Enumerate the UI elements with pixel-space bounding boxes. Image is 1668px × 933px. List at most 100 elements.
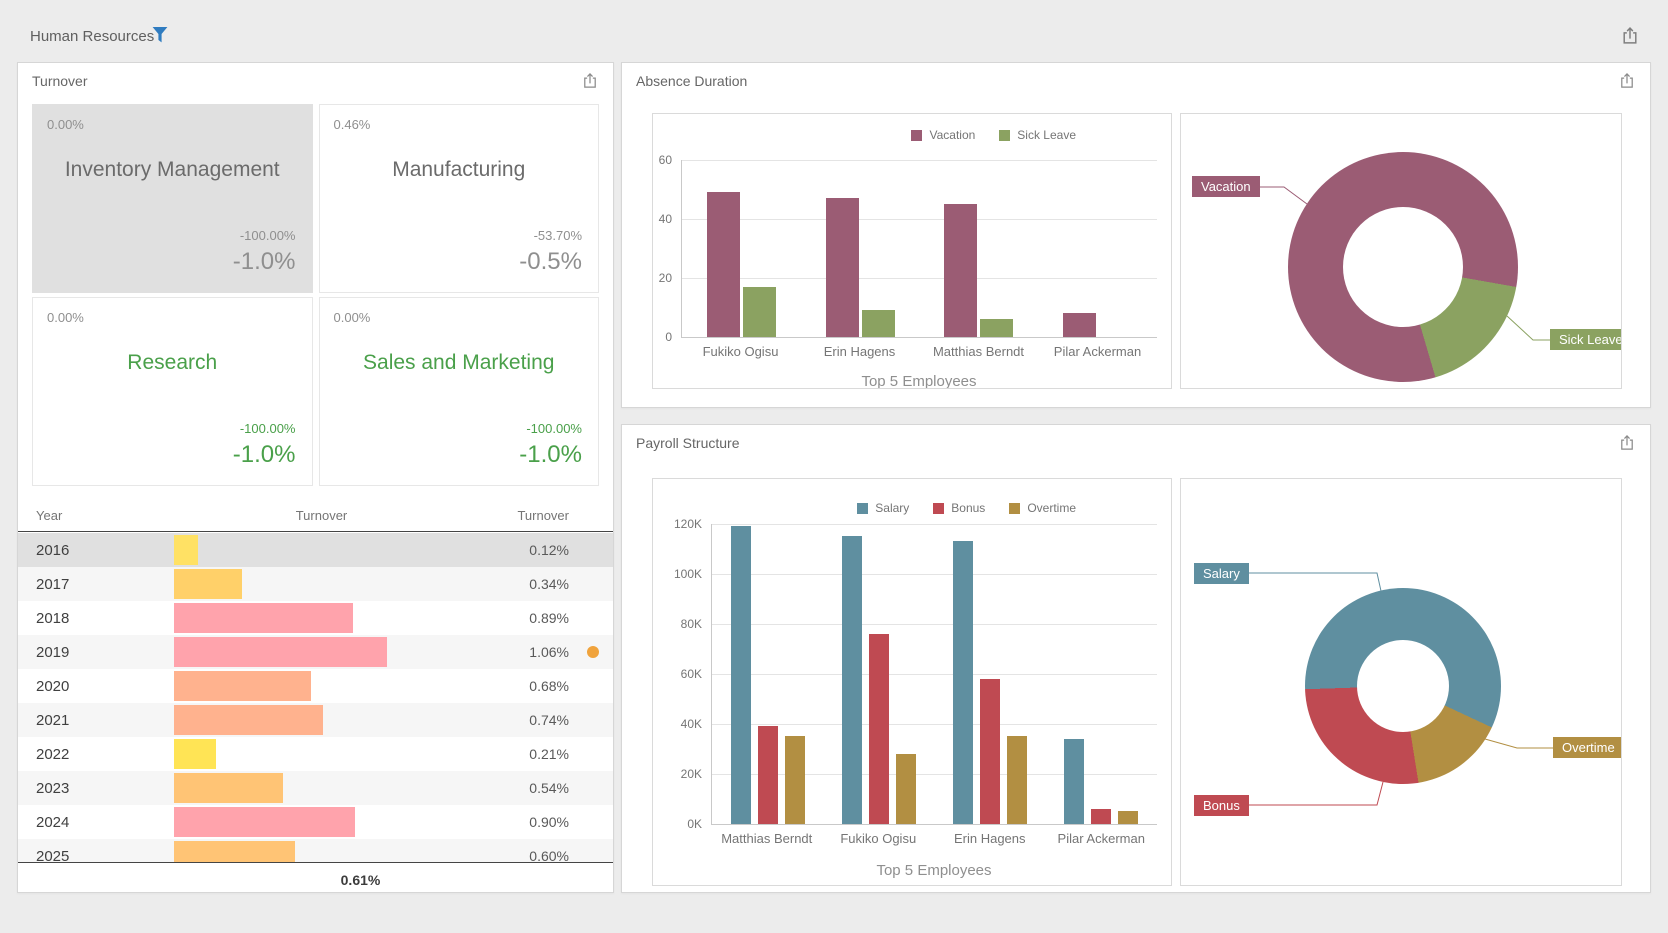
gridline <box>712 674 1157 675</box>
bar[interactable] <box>944 204 978 337</box>
bar[interactable] <box>953 541 974 824</box>
y-axis-line <box>681 160 682 337</box>
bar[interactable] <box>980 319 1014 337</box>
donut-hole <box>1343 207 1463 327</box>
gridline <box>712 624 1157 625</box>
legend-item[interactable]: Overtime <box>1009 501 1076 515</box>
bar[interactable] <box>757 726 778 824</box>
bar[interactable] <box>1091 809 1112 824</box>
table-row[interactable]: 2025 0.60% <box>18 839 613 862</box>
legend-item[interactable]: Sick Leave <box>999 128 1076 142</box>
table-row[interactable]: 2016 0.12% <box>18 533 613 567</box>
gridline <box>682 160 1157 161</box>
legend-item[interactable]: Salary <box>857 501 909 515</box>
table-row[interactable]: 2024 0.90% <box>18 805 613 839</box>
x-category-label: Erin Hagens <box>953 831 1026 846</box>
kpi-card[interactable]: 0.00% Research -100.00% -1.0% <box>32 297 313 486</box>
table-row[interactable]: 2018 0.89% <box>18 601 613 635</box>
legend-item[interactable]: Vacation <box>911 128 975 142</box>
bar[interactable] <box>1118 811 1139 824</box>
bar[interactable] <box>1063 313 1097 337</box>
turnover-bar-cell <box>174 533 469 567</box>
legend-item[interactable]: Bonus <box>933 501 985 515</box>
kpi-change-percent: -100.00% <box>526 421 582 436</box>
overtime-swatch <box>1009 502 1021 514</box>
kpi-change-value: -1.0% <box>232 248 296 275</box>
chart-legend: Salary Bonus Overtime <box>857 501 1076 515</box>
y-tick-label: 0K <box>687 817 702 831</box>
table-row[interactable]: 2019 1.06% <box>18 635 613 669</box>
x-category-label: Fukiko Ogisu <box>702 344 779 359</box>
y-tick-label: 40K <box>680 717 702 731</box>
slice-label-salary: Salary <box>1194 563 1249 584</box>
kpi-card[interactable]: 0.00% Sales and Marketing -100.00% -1.0% <box>318 297 599 486</box>
bar[interactable] <box>784 736 805 824</box>
table-row[interactable]: 2017 0.34% <box>18 567 613 601</box>
kpi-delta-block: -100.00% -1.0% <box>233 421 296 469</box>
marker-slot <box>569 703 613 737</box>
marker-slot <box>569 601 613 635</box>
kpi-delta-block: -100.00% -1.0% <box>519 421 582 469</box>
kpi-current-value: 0.00% <box>47 117 84 132</box>
year-cell: 2017 <box>36 575 70 593</box>
bar-group <box>801 160 920 337</box>
table-row[interactable]: 2023 0.54% <box>18 771 613 805</box>
column-header-turnover-value[interactable]: Turnover <box>517 507 569 523</box>
year-cell: 2018 <box>36 609 70 627</box>
payroll-export-icon[interactable] <box>1618 434 1638 454</box>
bar[interactable] <box>825 198 859 337</box>
slice-label-sick-leave: Sick Leave <box>1550 329 1621 350</box>
x-category-label: Matthias Berndt <box>932 344 1025 359</box>
y-axis-line <box>711 524 712 824</box>
column-header-turnover-bar[interactable]: Turnover <box>295 507 348 523</box>
turnover-value-cell: 0.60% <box>529 848 569 862</box>
bar[interactable] <box>1007 736 1028 824</box>
bar-group <box>823 524 934 824</box>
table-row[interactable]: 2022 0.21% <box>18 737 613 771</box>
payroll-panel-title: Payroll Structure <box>636 435 740 451</box>
turnover-export-icon[interactable] <box>581 72 601 92</box>
turnover-value-cell: 1.06% <box>529 644 569 660</box>
x-category-label: Pilar Ackerman <box>1057 831 1145 846</box>
y-tick-label: 60 <box>658 153 672 167</box>
table-total: 0.61% <box>18 862 613 894</box>
column-header-year[interactable]: Year <box>36 507 63 523</box>
bar[interactable] <box>742 287 776 337</box>
turnover-bar-cell <box>174 771 469 805</box>
kpi-title: Sales and Marketing <box>363 351 555 374</box>
y-tick-label: 40 <box>658 212 672 226</box>
donut-hole <box>1357 640 1449 732</box>
legend-label: Vacation <box>929 128 976 142</box>
kpi-card[interactable]: 0.46% Manufacturing -53.70% -0.5% <box>318 104 599 293</box>
table-row[interactable]: 2021 0.74% <box>18 703 613 737</box>
target-marker-dot <box>587 646 599 658</box>
y-tick-label: 60K <box>680 667 702 681</box>
turnover-bar-cell <box>174 839 469 862</box>
filter-icon[interactable] <box>151 26 169 44</box>
turnover-bar-cell <box>174 567 469 601</box>
bar[interactable] <box>980 679 1001 824</box>
turnover-bar <box>174 535 198 565</box>
year-cell: 2020 <box>36 677 70 695</box>
bar[interactable] <box>730 526 751 824</box>
bar[interactable] <box>895 754 916 824</box>
turnover-value-cell: 0.12% <box>529 542 569 558</box>
bar[interactable] <box>841 536 862 824</box>
bar[interactable] <box>706 192 740 337</box>
sick-leave-swatch <box>999 129 1011 141</box>
dashboard-export-icon[interactable] <box>1620 26 1640 46</box>
turnover-bar <box>174 671 311 701</box>
dashboard-title: Human Resources <box>30 28 155 45</box>
table-row[interactable]: 2020 0.68% <box>18 669 613 703</box>
x-axis-line <box>711 824 1157 825</box>
kpi-change-value: -0.5% <box>519 248 582 275</box>
bar[interactable] <box>1064 739 1085 824</box>
vacation-swatch <box>911 129 923 141</box>
bar[interactable] <box>868 634 889 824</box>
year-cell: 2022 <box>36 745 70 763</box>
legend-label: Sick Leave <box>1017 128 1076 142</box>
kpi-card[interactable]: 0.00% Inventory Management -100.00% -1.0% <box>32 104 313 293</box>
bar[interactable] <box>861 310 895 337</box>
absence-export-icon[interactable] <box>1618 72 1638 92</box>
year-cell: 2019 <box>36 643 70 661</box>
